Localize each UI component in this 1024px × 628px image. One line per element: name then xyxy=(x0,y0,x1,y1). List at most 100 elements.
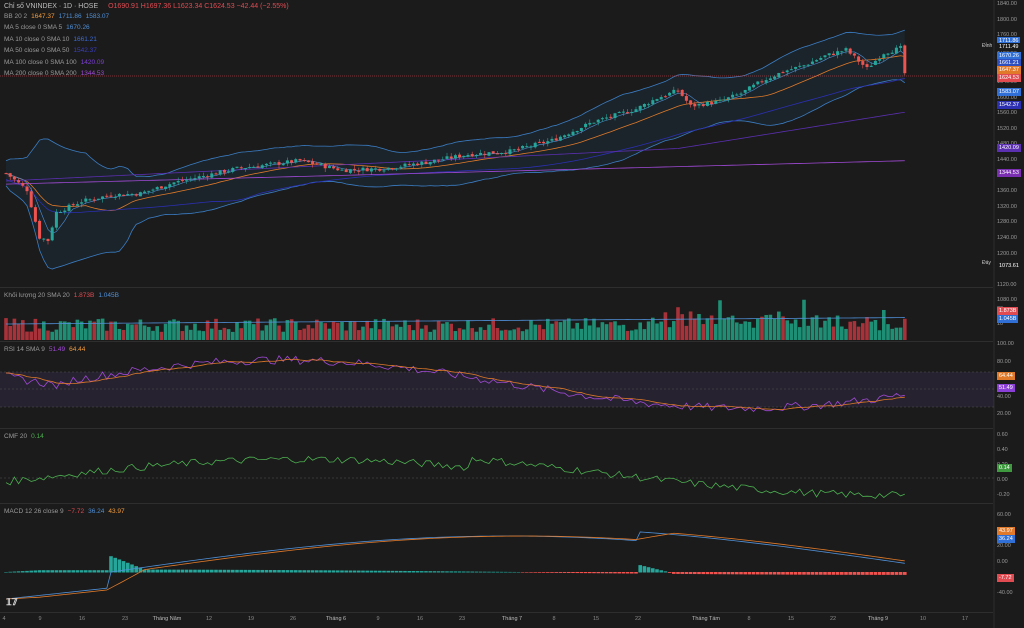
volume-bar xyxy=(310,328,315,340)
pane-divider xyxy=(0,287,993,288)
candle-body xyxy=(453,155,457,159)
candle-body xyxy=(810,61,814,64)
macd-histogram-bar xyxy=(453,571,458,573)
volume-bar xyxy=(630,330,634,340)
candle-body xyxy=(651,100,655,105)
candle-body xyxy=(38,220,42,239)
volume-bar xyxy=(474,331,479,340)
volume-bar xyxy=(394,324,399,340)
candle-body xyxy=(113,196,117,198)
macd-histogram-bar xyxy=(903,572,907,575)
candle-body xyxy=(369,168,373,172)
candle-body xyxy=(773,76,777,79)
time-axis-label: 15 xyxy=(592,616,600,622)
macd-histogram-bar xyxy=(277,570,281,573)
macd-histogram-bar xyxy=(348,570,353,573)
candle-body xyxy=(621,111,625,113)
candle-body xyxy=(567,134,571,136)
macd-histogram-bar xyxy=(399,570,403,573)
volume-bar xyxy=(735,322,739,340)
macd-histogram-bar xyxy=(180,569,185,573)
macd-histogram-bar xyxy=(655,569,659,573)
volume-bar xyxy=(193,323,197,340)
macd-histogram-bar xyxy=(630,572,634,574)
macd-histogram-bar xyxy=(84,570,88,573)
volume-bar xyxy=(315,319,319,340)
cmf-axis-label: 0.40 xyxy=(997,447,1008,453)
volume-bar xyxy=(247,320,252,340)
candle-body xyxy=(159,186,163,189)
candle-body xyxy=(726,97,730,100)
macd-histogram-bar xyxy=(886,572,890,575)
candle-body xyxy=(378,168,382,171)
volume-bar xyxy=(180,331,185,340)
macd-histogram-bar xyxy=(298,570,302,573)
candle-body xyxy=(407,164,411,166)
bollinger-basis xyxy=(5,55,905,211)
time-axis-label: Tháng 7 xyxy=(501,616,523,622)
volume-bar xyxy=(789,323,794,340)
volume-bar xyxy=(319,322,323,340)
volume-bar xyxy=(638,322,642,340)
rsi-axis-label: 80.00 xyxy=(997,358,1011,365)
volume-bar xyxy=(378,329,382,340)
candle-body xyxy=(668,92,672,96)
rsi-axis-label: 40.00 xyxy=(997,393,1011,400)
volume-bar xyxy=(600,322,605,340)
macd-histogram-bar xyxy=(823,572,827,575)
volume-bar xyxy=(499,330,504,340)
volume-bar xyxy=(550,323,554,340)
candle-body xyxy=(117,193,121,197)
candle-body xyxy=(529,146,533,148)
candle-body xyxy=(134,194,138,196)
volume-bar xyxy=(814,315,819,340)
indicator-legend-label: MA 50 close 0 SMA 50 xyxy=(4,47,70,55)
macd-histogram-bar xyxy=(130,564,134,573)
volume-bar xyxy=(201,331,206,340)
macd-histogram-bar xyxy=(541,572,546,573)
candle-body xyxy=(899,46,903,48)
macd-histogram-bar xyxy=(634,572,638,574)
time-axis-label: 12 xyxy=(205,616,213,622)
candle-body xyxy=(731,94,735,98)
volume-bar xyxy=(621,324,626,340)
macd-histogram-bar xyxy=(256,569,260,573)
candle-body xyxy=(743,89,747,93)
candle-body xyxy=(222,169,226,173)
macd-histogram-bar xyxy=(4,572,8,573)
macd-histogram-bar xyxy=(651,568,655,573)
macd-histogram-bar xyxy=(159,569,164,573)
candle-body xyxy=(227,171,231,173)
macd-histogram-bar xyxy=(117,559,122,573)
volume-bar xyxy=(214,318,218,340)
volume-bar xyxy=(88,320,92,340)
price-axis-label: 1080.00 xyxy=(997,297,1017,304)
candle-body xyxy=(54,211,58,228)
candle-body xyxy=(647,104,651,106)
macd-line xyxy=(5,531,905,600)
volume-bar xyxy=(21,320,25,340)
price-axis-label: 1640.00 xyxy=(997,79,1017,85)
time-axis-label: 15 xyxy=(787,616,795,622)
volume-bar xyxy=(84,328,88,340)
volume-bar xyxy=(806,325,810,340)
macd-histogram-bar xyxy=(646,567,651,573)
macd-histogram-bar xyxy=(466,571,470,573)
candle-body xyxy=(12,176,16,180)
candle-body xyxy=(437,159,441,161)
volume-bar xyxy=(579,328,584,340)
volume-bar xyxy=(756,318,760,340)
macd-histogram-bar xyxy=(319,570,323,573)
candle-body xyxy=(33,207,37,222)
candle-body xyxy=(21,183,25,186)
candle-body xyxy=(403,163,407,167)
macd-tag: -7.72 xyxy=(997,574,1014,582)
macd-histogram-bar xyxy=(609,572,613,574)
volume-bar xyxy=(882,309,886,340)
time-axis-label: Tháng Tám xyxy=(691,616,721,622)
indicator-legend-label: MA 10 close 0 SMA 10 xyxy=(4,35,70,43)
volume-axis-label: 10 xyxy=(997,321,1004,327)
volume-bar xyxy=(46,330,50,340)
macd-histogram-bar xyxy=(663,571,668,573)
